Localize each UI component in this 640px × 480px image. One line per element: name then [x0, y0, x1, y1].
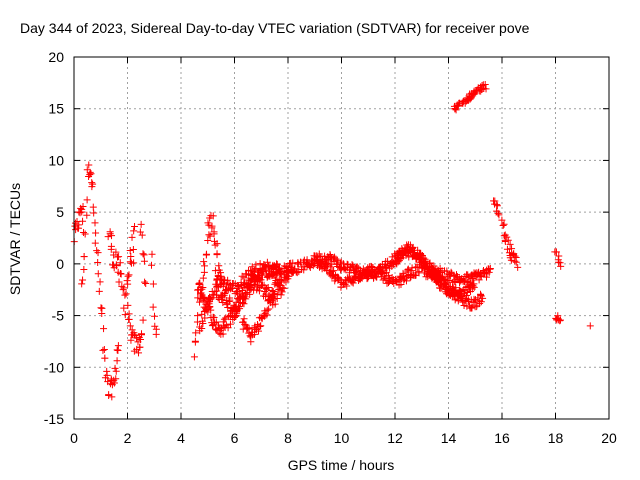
grid	[74, 57, 609, 419]
x-axis-label: GPS time / hours	[288, 457, 395, 473]
x-tick-label: 14	[441, 430, 457, 446]
x-tick-label: 20	[601, 430, 617, 446]
x-tick-label: 0	[70, 430, 78, 446]
y-axis-label: SDTVAR / TECUs	[7, 183, 23, 295]
y-tick-label: -15	[44, 411, 64, 427]
x-tick-label: 16	[494, 430, 510, 446]
x-tick-label: 2	[124, 430, 132, 446]
y-tick-label: 20	[48, 49, 64, 65]
x-tick-label: 6	[231, 430, 239, 446]
y-tick-label: -5	[52, 308, 65, 324]
x-tick-label: 10	[334, 430, 350, 446]
data-points	[70, 81, 594, 401]
x-tick-label: 12	[387, 430, 403, 446]
y-tick-label: 10	[48, 152, 64, 168]
x-tick-label: 18	[548, 430, 564, 446]
ticks: 0 2 4 6 8 10 12 14 16 18 20 -15 -10 -5 0 5 10 15 20	[44, 49, 617, 446]
y-tick-label: 5	[56, 204, 64, 220]
sdtvar-markers	[70, 81, 594, 401]
y-tick-label: 0	[56, 256, 64, 272]
plot-frame	[73, 56, 610, 420]
y-tick-label: -10	[44, 359, 64, 375]
x-tick-label: 8	[284, 430, 292, 446]
y-tick-label: 15	[48, 101, 64, 117]
chart-title: Day 344 of 2023, Sidereal Day-to-day VTE…	[20, 20, 530, 36]
x-tick-label: 4	[177, 430, 185, 446]
